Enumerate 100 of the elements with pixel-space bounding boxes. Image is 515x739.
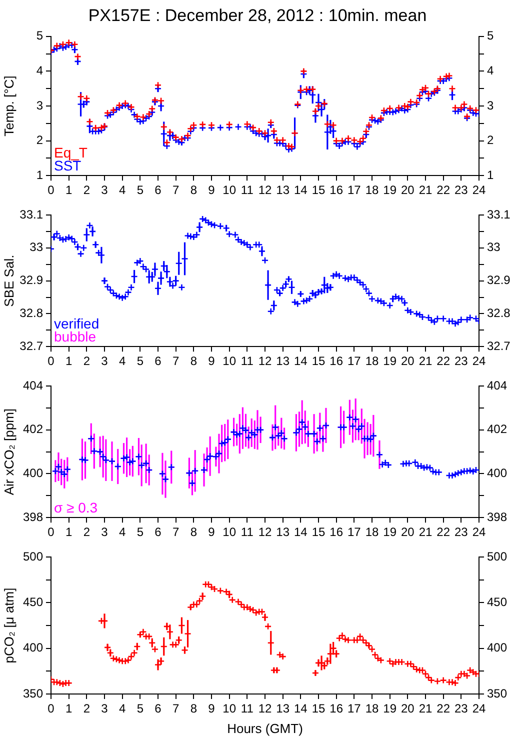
y2-tick-label: 3: [487, 98, 494, 112]
x-tick-label: 14: [294, 354, 308, 368]
y-tick-label: 398: [22, 510, 44, 524]
x-tick-label: 4: [118, 702, 126, 716]
y-tick-label: 4: [36, 64, 44, 78]
x-tick-label: 8: [190, 183, 198, 198]
x-tick-label: 15: [312, 525, 326, 540]
y-tick-label: 400: [22, 466, 44, 480]
x-tick-label: 2: [83, 354, 90, 368]
x-tick-label: 6: [154, 354, 162, 368]
x-tick-label: 17: [347, 354, 362, 368]
x-tick-label: 17: [347, 183, 362, 198]
x-tick-label: 3: [101, 354, 108, 368]
x-tick-label: 14: [294, 183, 308, 198]
y2-tick-label: 33.1: [487, 207, 511, 222]
x-tick-label: 23: [454, 354, 468, 368]
x-tick-label: 6: [154, 702, 162, 716]
x-tick-label: 20: [400, 525, 415, 540]
x-tick-label: 16: [330, 354, 344, 368]
x-tick-label: 12: [258, 702, 272, 716]
x-tick-label: 8: [190, 354, 198, 368]
x-tick-label: 0: [48, 183, 55, 198]
x-tick-label: 0: [48, 525, 55, 540]
x-tick-label: 0: [48, 702, 55, 716]
y2-tick-label: 450: [487, 594, 508, 609]
x-tick-label: 21: [418, 183, 432, 198]
x-tick-label: 20: [400, 183, 415, 198]
y2-tick-label: 4: [487, 64, 494, 78]
x-tick-label: 7: [172, 702, 180, 716]
y2-tick-label: 32.8: [487, 306, 511, 320]
x-tick-label: 18: [365, 354, 379, 368]
y-tick-label: 400: [22, 640, 44, 655]
x-tick-label: 21: [418, 525, 432, 540]
x-tick-label: 12: [258, 525, 272, 540]
y-axis-title: pCO₂ [μ atm]: [1, 588, 16, 664]
y2-tick-label: 400: [487, 466, 508, 480]
y-tick-label: 404: [22, 378, 44, 392]
x-tick-label: 12: [258, 183, 272, 198]
y2-tick-label: 32.9: [487, 273, 511, 288]
x-tick-label: 13: [276, 354, 290, 368]
y2-tick-label: 2: [487, 133, 494, 148]
x-tick-label: 10: [222, 354, 236, 368]
y2-tick-label: 398: [487, 510, 508, 524]
y-axis-title: Air xCO₂ [ppm]: [1, 408, 16, 496]
x-tick-label: 1: [65, 354, 72, 368]
x-tick-label: 24: [472, 525, 486, 540]
y-axis-title: SBE Sal.: [1, 254, 16, 307]
x-tick-label: 9: [208, 702, 216, 716]
x-tick-label: 10: [222, 702, 236, 716]
y2-tick-label: 1: [487, 168, 494, 182]
x-tick-label: 6: [154, 525, 162, 540]
y-tick-label: 402: [22, 422, 44, 436]
x-tick-label: 2: [83, 183, 90, 198]
x-tick-label: 13: [276, 183, 290, 198]
x-tick-label: 11: [240, 183, 254, 198]
x-tick-label: 17: [347, 525, 362, 540]
y2-tick-label: 402: [487, 422, 508, 436]
y-tick-label: 32.8: [20, 306, 44, 320]
x-tick-label: 18: [365, 525, 379, 540]
y-tick-label: 33.1: [20, 207, 44, 222]
x-tick-label: 8: [190, 525, 198, 540]
x-tick-label: 5: [136, 702, 144, 716]
y-tick-label: 2: [36, 133, 44, 148]
y-tick-label: 5: [36, 28, 44, 43]
x-tick-label: 20: [400, 354, 415, 368]
x-tick-label: 13: [276, 525, 290, 540]
y2-tick-label: 400: [487, 640, 508, 655]
x-axis-title: Hours (GMT): [227, 720, 303, 736]
x-tick-label: 15: [312, 702, 326, 716]
x-tick-label: 4: [118, 354, 126, 368]
x-tick-label: 2: [83, 525, 90, 540]
x-tick-label: 1: [65, 702, 72, 716]
x-tick-label: 3: [101, 525, 108, 540]
x-tick-label: 22: [436, 525, 450, 540]
x-tick-label: 15: [312, 354, 326, 368]
y2-tick-label: 33: [487, 240, 501, 254]
x-tick-label: 0: [48, 354, 55, 368]
x-tick-label: 18: [365, 183, 379, 198]
x-tick-label: 23: [454, 525, 468, 540]
x-tick-label: 6: [154, 183, 162, 198]
x-tick-label: 19: [383, 525, 397, 540]
x-tick-label: 17: [347, 702, 362, 716]
y-tick-label: 33: [30, 240, 44, 254]
x-tick-label: 10: [222, 525, 236, 540]
x-tick-label: 22: [436, 354, 450, 368]
y-axis-title: Temp. [°C]: [1, 76, 16, 136]
x-tick-label: 3: [101, 702, 108, 716]
y2-tick-label: 32.7: [487, 338, 511, 353]
x-tick-label: 15: [312, 183, 326, 198]
y-tick-label: 1: [36, 168, 44, 182]
x-tick-label: 24: [472, 702, 486, 716]
x-tick-label: 16: [330, 702, 344, 716]
x-tick-label: 5: [136, 525, 144, 540]
x-tick-label: 7: [172, 354, 180, 368]
x-tick-label: 9: [208, 183, 216, 198]
y-tick-label: 350: [22, 686, 44, 700]
x-tick-label: 7: [172, 525, 180, 540]
y-tick-label: 3: [36, 98, 44, 112]
y-tick-label: 32.7: [20, 338, 44, 353]
x-tick-label: 14: [294, 525, 308, 540]
